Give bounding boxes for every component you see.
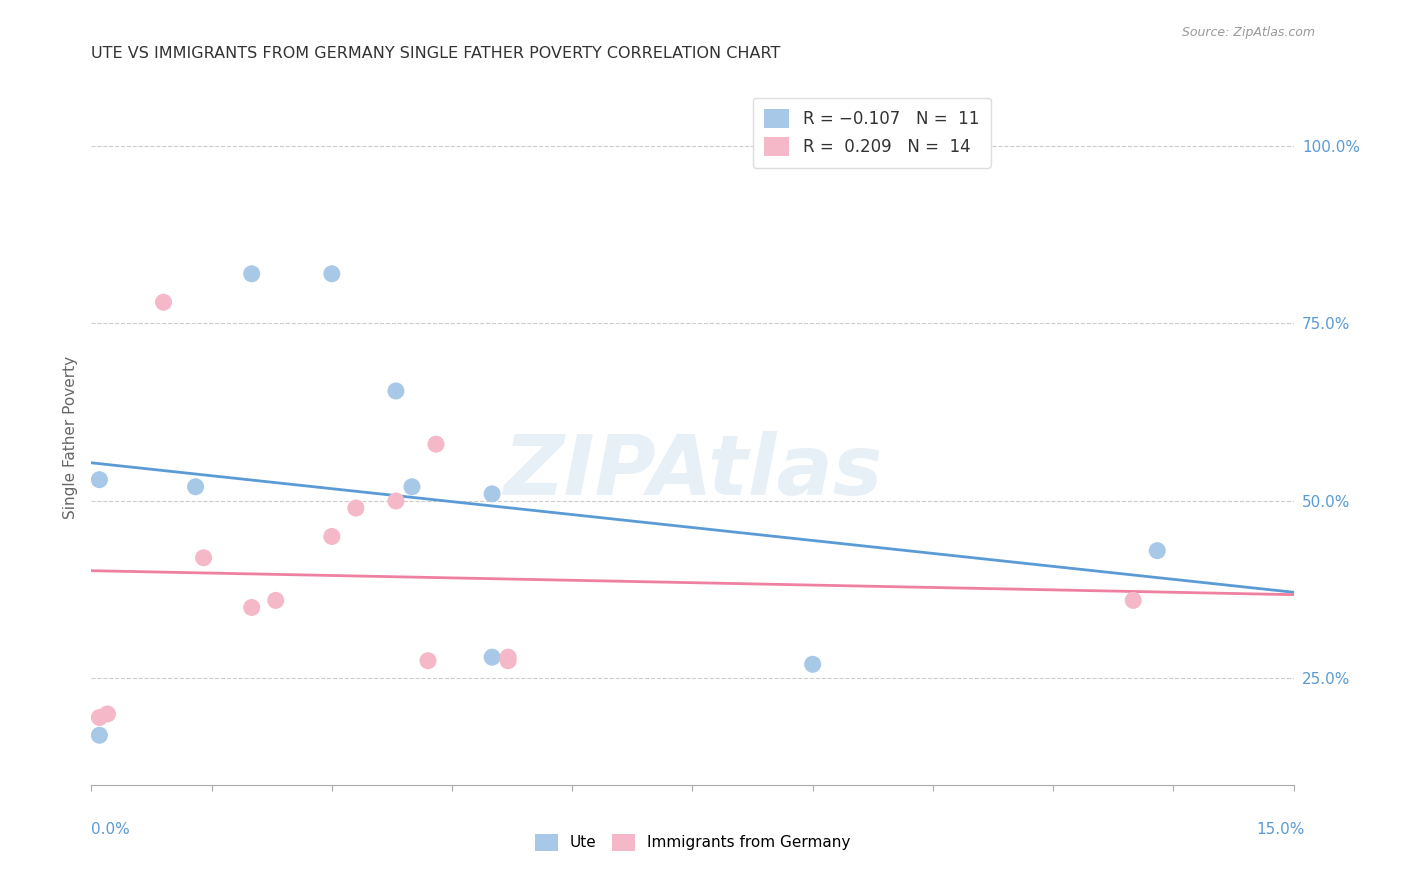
- Legend: Ute, Immigrants from Germany: Ute, Immigrants from Germany: [529, 828, 856, 857]
- Point: [481, 650, 503, 665]
- Point: [193, 550, 215, 565]
- Point: [89, 710, 111, 724]
- Point: [481, 487, 503, 501]
- Point: [1146, 543, 1168, 558]
- Point: [321, 267, 343, 281]
- Y-axis label: Single Father Poverty: Single Father Poverty: [62, 356, 77, 518]
- Text: ZIPAtlas: ZIPAtlas: [503, 432, 882, 512]
- Point: [1122, 593, 1144, 607]
- Point: [89, 728, 111, 742]
- Point: [385, 384, 408, 398]
- Point: [321, 529, 343, 543]
- Point: [96, 706, 118, 721]
- Point: [425, 437, 447, 451]
- Text: 15.0%: 15.0%: [1257, 822, 1305, 837]
- Point: [385, 494, 408, 508]
- Point: [184, 480, 207, 494]
- Text: Source: ZipAtlas.com: Source: ZipAtlas.com: [1181, 26, 1315, 38]
- Point: [401, 480, 423, 494]
- Point: [240, 267, 263, 281]
- Point: [89, 473, 111, 487]
- Point: [496, 654, 519, 668]
- Point: [152, 295, 174, 310]
- Point: [416, 654, 439, 668]
- Point: [264, 593, 287, 607]
- Point: [496, 650, 519, 665]
- Text: UTE VS IMMIGRANTS FROM GERMANY SINGLE FATHER POVERTY CORRELATION CHART: UTE VS IMMIGRANTS FROM GERMANY SINGLE FA…: [91, 46, 780, 61]
- Point: [240, 600, 263, 615]
- Point: [801, 657, 824, 672]
- Text: 0.0%: 0.0%: [91, 822, 131, 837]
- Point: [344, 501, 367, 516]
